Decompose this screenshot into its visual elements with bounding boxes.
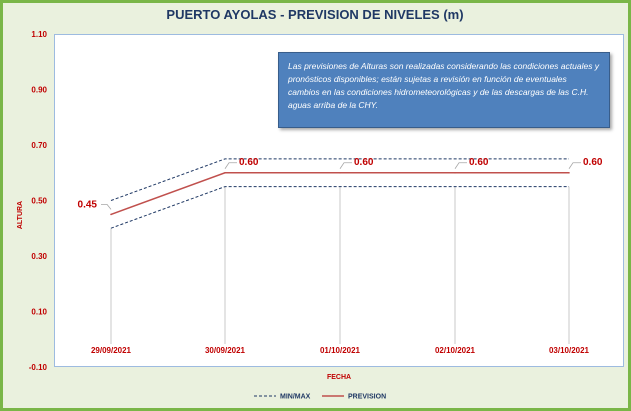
y-tick-label: 1.10 [31,30,47,39]
y-tick-label: 0.50 [31,197,47,206]
label-leader [224,162,237,169]
prevision-point [454,172,456,174]
y-tick-label: 0.30 [31,252,47,261]
y-tick-label: 0.10 [31,308,47,317]
series-layer [110,158,570,229]
x-tick-label: 30/09/2021 [205,346,246,355]
label-leader [454,162,467,169]
drop-lines [110,186,570,344]
x-axis-label: FECHA [327,374,351,381]
y-axis-ticks: -0.10 0.10 0.30 0.50 0.70 0.90 1.10 [29,30,48,372]
label-leader [101,203,112,210]
x-tick-label: 29/09/2021 [91,346,132,355]
legend-minmax-label: MIN/MAX [280,394,311,401]
data-label: 0.45 [78,199,98,210]
legend: MIN/MAX PREVISION [254,394,386,401]
x-tick-label: 02/10/2021 [435,346,476,355]
prevision-point [568,172,570,174]
y-tick-label: 0.90 [31,86,47,95]
forecast-note: Las previsiones de Alturas son realizada… [278,52,610,128]
legend-prevision-label: PREVISION [348,394,386,401]
data-labels: 0.45 0.60 0.60 0.60 0.60 [78,157,603,211]
data-label: 0.60 [354,157,374,168]
label-leader [339,162,352,169]
prevision-point [110,213,112,216]
x-tick-label: 03/10/2021 [549,346,590,355]
y-tick-label: -0.10 [29,363,48,372]
prevision-point [339,172,341,174]
data-label: 0.60 [469,157,489,168]
x-tick-label: 01/10/2021 [320,346,361,355]
data-label: 0.60 [239,157,259,168]
chart-title: PUERTO AYOLAS - PREVISION DE NIVELES (m) [166,7,463,22]
data-label: 0.60 [583,157,603,168]
y-axis-label: ALTURA [17,201,24,229]
x-axis-ticks: 29/09/2021 30/09/2021 01/10/2021 02/10/2021… [91,346,590,355]
minmax-max-line [110,158,569,201]
label-leader [568,162,581,169]
y-tick-label: 0.70 [31,141,47,150]
prevision-point [224,172,226,174]
minmax-min-line [110,186,569,229]
